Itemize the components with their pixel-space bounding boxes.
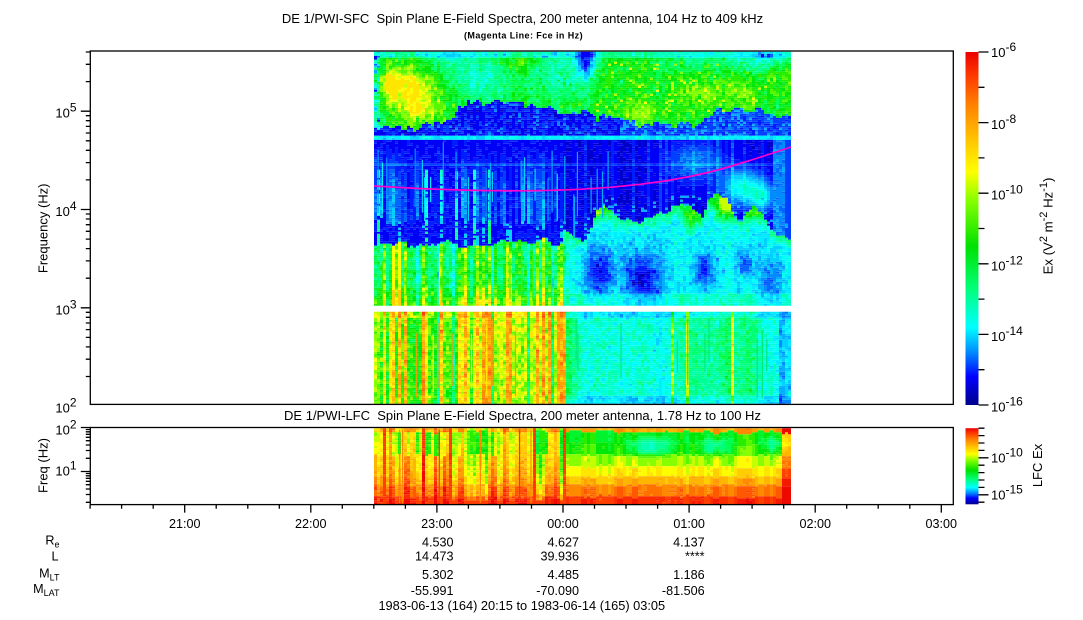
svg-text:(Magenta Line: Fce in Hz): (Magenta Line: Fce in Hz) (464, 31, 583, 41)
svg-text:4.627: 4.627 (547, 535, 579, 549)
svg-text:Frequency (Hz): Frequency (Hz) (36, 184, 51, 274)
svg-text:22:00: 22:00 (295, 517, 327, 531)
svg-text:1983-06-13 (164) 20:15 to 1983: 1983-06-13 (164) 20:15 to 1983-06-14 (16… (378, 598, 665, 613)
svg-text:Freq (Hz): Freq (Hz) (36, 438, 51, 493)
svg-text:4.530: 4.530 (422, 535, 454, 549)
svg-text:23:00: 23:00 (421, 517, 453, 531)
svg-text:39.936: 39.936 (540, 549, 579, 563)
svg-text:DE 1/PWI-LFC Spin Plane E-Fie: DE 1/PWI-LFC Spin Plane E-Field Spectra,… (284, 408, 761, 423)
svg-text:L: L (51, 550, 58, 564)
svg-text:-81.506: -81.506 (662, 584, 705, 598)
svg-text:21:00: 21:00 (169, 517, 201, 531)
svg-text:03:00: 03:00 (926, 517, 958, 531)
svg-text:****: **** (685, 549, 705, 563)
svg-text:LFC Ex: LFC Ex (1030, 443, 1045, 487)
svg-text:-70.090: -70.090 (536, 584, 579, 598)
svg-text:02:00: 02:00 (799, 517, 831, 531)
svg-text:00:00: 00:00 (547, 517, 579, 531)
svg-text:01:00: 01:00 (673, 517, 705, 531)
svg-text:Ex (V2 m-2 Hz-1): Ex (V2 m-2 Hz-1) (1038, 178, 1056, 275)
svg-text:14.473: 14.473 (415, 549, 454, 563)
svg-text:4.137: 4.137 (673, 535, 705, 549)
svg-text:4.485: 4.485 (547, 568, 579, 582)
svg-text:-55.991: -55.991 (411, 584, 454, 598)
svg-text:1.186: 1.186 (673, 568, 705, 582)
svg-text:DE 1/PWI-SFC Spin Plane E-Fie: DE 1/PWI-SFC Spin Plane E-Field Spectra,… (282, 11, 763, 26)
svg-text:5.302: 5.302 (422, 568, 454, 582)
